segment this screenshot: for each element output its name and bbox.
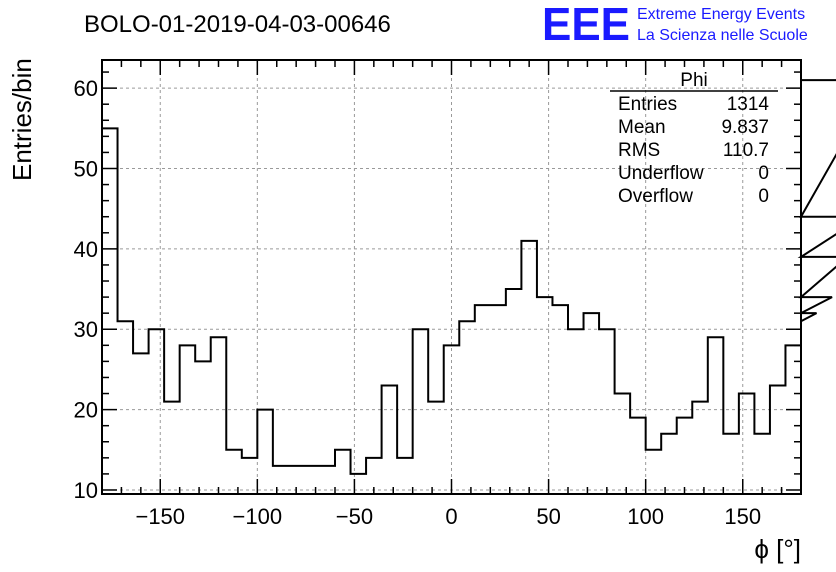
- eee-logo-line2: La Scienza nelle Scuole: [637, 27, 808, 44]
- stats-name: Phi: [680, 70, 707, 91]
- stats-box: Phi Entries 1314 Mean 9.837 RMS 110.7 Un…: [610, 70, 778, 207]
- y-tick-label: 50: [74, 157, 98, 182]
- stats-label-underflow: Underflow: [618, 163, 704, 184]
- x-tick-label: 50: [536, 504, 560, 529]
- x-tick-label: 100: [627, 504, 664, 529]
- stats-value-underflow: 0: [758, 163, 769, 184]
- y-tick-label: 40: [74, 237, 98, 262]
- chart-title: BOLO-01-2019-04-03-00646: [84, 11, 391, 38]
- stats-label-mean: Mean: [618, 117, 666, 138]
- y-tick-label: 30: [74, 317, 98, 342]
- x-tick-label: −100: [233, 504, 283, 529]
- stats-value-mean: 9.837: [721, 117, 769, 138]
- stats-label-overflow: Overflow: [618, 186, 693, 207]
- eee-logo-mark: EEE: [542, 0, 630, 50]
- eee-logo-line1: Extreme Energy Events: [637, 6, 805, 23]
- stats-label-entries: Entries: [618, 94, 677, 115]
- histogram-line: [102, 79, 836, 475]
- x-tick-label: 0: [445, 504, 457, 529]
- stats-value-entries: 1314: [727, 94, 770, 115]
- tick-labels: −150 −100 −50 0 50 100 150 10 20 30 40 50 60: [74, 76, 762, 529]
- stats-value-rms: 110.7: [723, 140, 769, 161]
- grid-lines: [102, 60, 801, 494]
- x-tick-label: −150: [135, 504, 185, 529]
- y-tick-label: 60: [74, 76, 98, 101]
- x-tick-label: −50: [336, 504, 373, 529]
- x-tick-label: 150: [724, 504, 761, 529]
- y-tick-label: 10: [74, 478, 98, 503]
- y-tick-label: 20: [74, 398, 98, 423]
- x-axis-title: ϕ [°]: [754, 534, 801, 564]
- axis-ticks: [101, 60, 802, 494]
- stats-value-overflow: 0: [758, 186, 769, 207]
- stats-label-rms: RMS: [618, 140, 660, 161]
- y-axis-title: Entries/bin: [7, 58, 37, 181]
